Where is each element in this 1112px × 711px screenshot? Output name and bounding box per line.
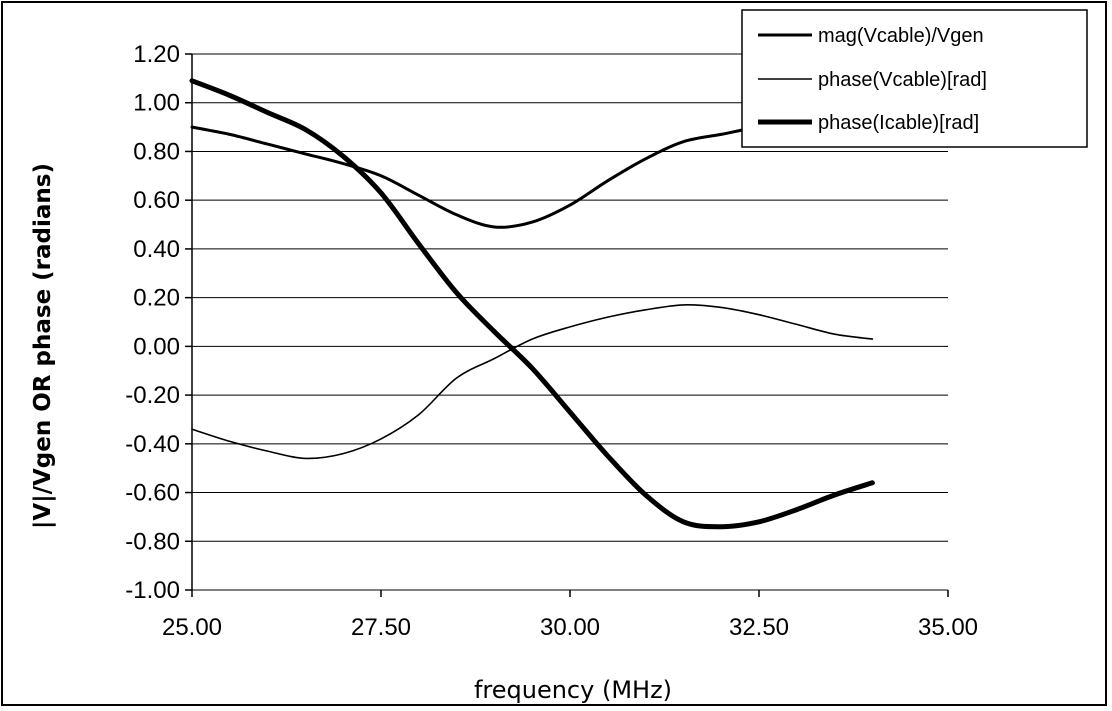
y-tick-label: -0.40 xyxy=(125,431,180,458)
legend-label-mag-vcable: mag(Vcable)/Vgen xyxy=(818,25,984,47)
x-tick-label: 35.00 xyxy=(918,614,978,641)
y-tick-label: 0.20 xyxy=(133,285,180,312)
y-tick-label: -0.20 xyxy=(125,382,180,409)
y-tick-label: 1.20 xyxy=(133,41,180,68)
axes xyxy=(185,53,949,597)
y-tick-label: -1.00 xyxy=(125,577,180,604)
y-tick-label: 0.60 xyxy=(133,187,180,214)
legend-label-phase-icable: phase(Icable)[rad] xyxy=(818,112,979,134)
x-tick-label: 25.00 xyxy=(162,614,222,641)
y-tick-label: -0.60 xyxy=(125,480,180,507)
x-axis-title: frequency (MHz) xyxy=(474,676,672,704)
series-line-phase-icable xyxy=(189,78,875,530)
y-axis-title: |V|/Vgen OR phase (radians) xyxy=(30,163,56,529)
x-tick-label: 32.50 xyxy=(729,614,789,641)
y-tick-label: 0.80 xyxy=(133,138,180,165)
y-tick-label: 0.40 xyxy=(133,236,180,263)
y-tick-label: -0.80 xyxy=(125,528,180,555)
x-tick-label: 30.00 xyxy=(540,614,600,641)
y-tick-labels: 1.20 1.00 0.80 0.60 0.40 0.20 0.00 -0.20 -0.40 -0… xyxy=(125,41,180,604)
x-tick-labels: 25.00 27.50 30.00 32.50 35.00 xyxy=(162,614,978,641)
y-tick-label: 0.00 xyxy=(133,333,180,360)
series-line-mag-vcable xyxy=(190,123,799,229)
series-lines xyxy=(189,78,875,530)
x-tick-label: 27.50 xyxy=(351,614,411,641)
legend: mag(Vcable)/Vgen phase(Vcable)[rad] phas… xyxy=(741,9,1088,148)
y-tick-label: 1.00 xyxy=(133,90,180,117)
legend-label-phase-vcable: phase(Vcable)[rad] xyxy=(818,69,987,91)
series-line-phase-vcable xyxy=(191,304,874,460)
